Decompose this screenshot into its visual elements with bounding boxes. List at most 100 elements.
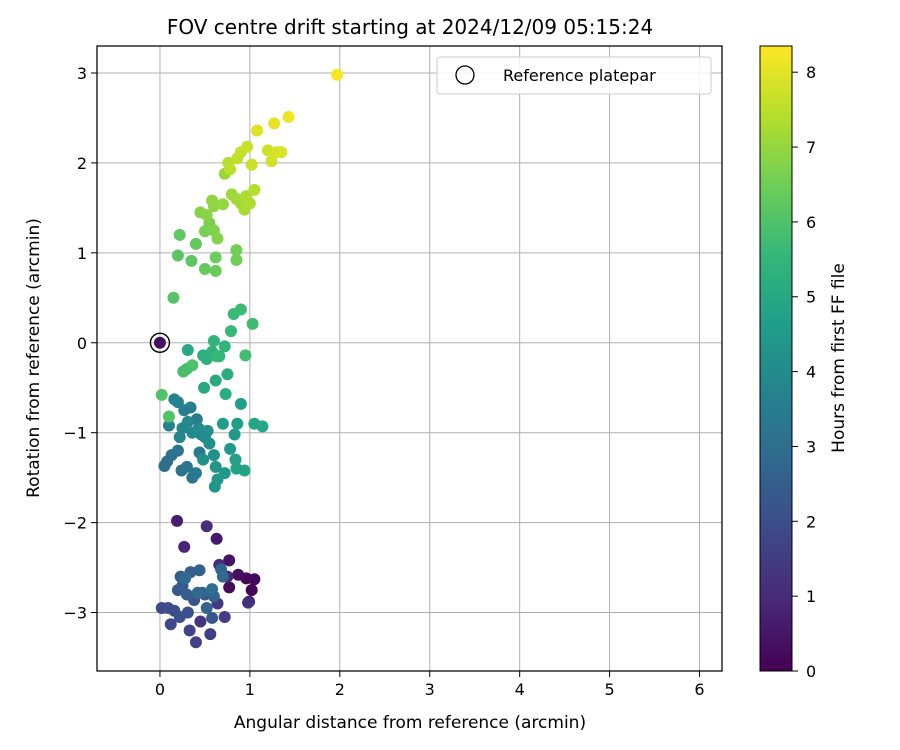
data-point [245,158,258,171]
data-point [164,618,177,631]
data-point [181,415,194,428]
data-point [204,628,217,641]
data-point [211,232,224,245]
data-point [171,514,184,527]
x-tick-label: 1 [245,680,255,699]
data-point [178,404,191,417]
data-point [230,244,243,257]
colorbar-tick-label: 1 [806,587,816,606]
x-tick-label: 4 [515,680,525,699]
data-point [200,520,213,533]
data-point [216,198,229,211]
data-point [167,291,180,304]
data-point [246,317,259,330]
data-point [248,183,261,196]
data-point [180,460,193,473]
data-point [185,254,198,267]
colorbar-tick-label: 4 [806,363,816,382]
data-point [251,124,264,137]
data-point [207,334,220,347]
plot-frame [96,45,723,672]
data-point [234,397,247,410]
y-tick-label: −3 [63,604,87,623]
data-point [219,388,232,401]
data-point [203,437,216,450]
colorbar-ticks: 0 1 2 3 4 5 6 7 8 [792,63,816,681]
colorbar-tick-label: 2 [806,512,816,531]
data-point [223,554,236,567]
data-point [218,611,231,624]
data-point [198,381,211,394]
data-point [238,464,251,477]
legend-box [436,56,712,95]
data-point [206,583,219,596]
data-point [223,581,236,594]
data-point [210,350,223,363]
data-point [216,570,229,583]
colorbar-label: Hours from first FF file [829,263,849,453]
x-tick-label: 0 [155,680,165,699]
data-point [216,417,229,430]
data-point [198,263,211,276]
data-point [265,155,278,168]
data-point [201,424,214,437]
data-point [209,374,222,387]
colorbar-tick-label: 8 [806,63,816,82]
data-point [229,453,242,466]
data-point [197,453,210,466]
data-point [200,602,213,615]
y-tick-label: 3 [77,64,87,83]
data-point [178,540,191,553]
data-point [224,442,237,455]
data-point [189,636,202,649]
reference-point [153,336,166,349]
data-point [218,467,231,480]
data-point [168,393,181,406]
data-point [155,388,168,401]
colorbar-tick-label: 5 [806,288,816,307]
data-point [282,111,295,124]
data-point [173,431,186,444]
data-point [234,303,247,316]
x-tick-label: 5 [604,680,614,699]
data-point [242,596,255,609]
data-point [218,340,231,353]
data-point [239,349,252,362]
x-tick-label: 3 [425,680,435,699]
data-point [207,449,220,462]
data-point [162,410,175,423]
data-point [206,194,219,207]
data-point [209,264,222,277]
data-point [171,249,184,262]
x-tick-label: 6 [694,680,704,699]
data-point [193,564,206,577]
data-point [209,251,222,264]
colorbar-tick-label: 3 [806,437,816,456]
data-point [245,584,258,597]
colorbar-tick-label: 6 [806,213,816,232]
y-axis-label: Rotation from reference (arcmin) [24,218,44,498]
data-point [192,422,205,435]
reference-ring [149,332,171,353]
colorbar-tick-label: 7 [806,138,816,157]
data-point [256,420,269,433]
legend: Reference platepar [436,56,712,95]
chart-title: FOV centre drift starting at 2024/12/09 … [167,15,653,39]
colorbar-frame [759,45,793,672]
y-tick-label: 2 [77,154,87,173]
reference-platepar-marker [149,332,171,353]
data-point [261,144,274,157]
data-point [231,417,244,430]
data-point [162,419,175,432]
data-point [181,606,194,619]
y-tick-label: −2 [63,514,87,533]
data-point [189,467,202,480]
data-point [189,237,202,250]
data-point [180,588,193,601]
y-tick-label: −1 [63,424,87,443]
data-point [181,343,194,356]
data-point [243,197,256,210]
data-point [179,572,192,585]
data-point [210,532,223,545]
data-point [186,359,199,372]
